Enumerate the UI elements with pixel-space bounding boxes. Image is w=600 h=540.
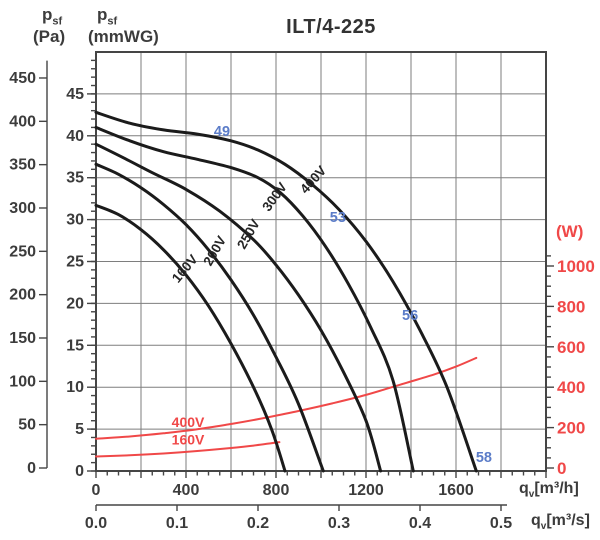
svg-text:350: 350 [9, 157, 36, 174]
svg-text:20: 20 [66, 295, 84, 312]
svg-text:200: 200 [557, 419, 585, 438]
svg-text:250: 250 [9, 243, 36, 260]
pressure-curve-400V [94, 110, 478, 473]
svg-text:1000: 1000 [557, 257, 595, 276]
svg-text:0: 0 [27, 460, 36, 477]
pressure-curve-200V [94, 162, 325, 473]
power-curve-label-160V: 160V [172, 432, 205, 448]
grid [96, 52, 546, 471]
svg-text:0.2: 0.2 [247, 515, 269, 532]
noise-label-58: 58 [476, 450, 492, 466]
svg-text:300: 300 [9, 200, 36, 217]
noise-label-49: 49 [214, 124, 230, 140]
pa-axis-label: psf (Pa) [33, 5, 66, 46]
svg-text:15: 15 [66, 337, 84, 354]
svg-text:45: 45 [66, 86, 84, 103]
svg-text:600: 600 [557, 338, 585, 357]
svg-text:0: 0 [557, 459, 566, 478]
flow-s-axis-label: qv[m³/s] [531, 512, 590, 533]
svg-text:800: 800 [557, 297, 585, 316]
svg-text:100: 100 [9, 373, 36, 390]
svg-text:30: 30 [66, 212, 84, 229]
svg-text:40: 40 [66, 128, 84, 145]
svg-text:450: 450 [9, 70, 36, 87]
svg-text:400: 400 [173, 482, 200, 499]
watt-axis-label: (W) [556, 222, 584, 241]
svg-text:0.0: 0.0 [85, 515, 107, 532]
noise-label-56: 56 [402, 308, 418, 324]
pressure-curve-300V [94, 125, 415, 473]
flow-s-axis: 0.0 0.1 0.2 0.3 0.4 0.5 [85, 504, 512, 532]
svg-text:0.3: 0.3 [328, 515, 350, 532]
pressure-curve-label-200V: 200V [200, 233, 229, 268]
svg-text:1200: 1200 [348, 482, 384, 499]
svg-text:0.4: 0.4 [409, 515, 431, 532]
svg-text:800: 800 [263, 482, 290, 499]
svg-text:35: 35 [66, 170, 84, 187]
flow-h-axis-label: qv[m³/h] [519, 480, 579, 501]
pa-axis: 0 50 100 150 200 250 300 350 400 450 [9, 60, 48, 477]
svg-text:0.1: 0.1 [166, 515, 188, 532]
power-curve-400V [95, 356, 478, 440]
flow-h-axis: 0 400 800 1200 1600 [92, 471, 547, 499]
svg-text:400: 400 [9, 113, 36, 130]
svg-text:50: 50 [18, 417, 36, 434]
pressure-curve-label-160V: 160V [169, 252, 201, 286]
watt-axis: 0 200 400 600 800 1000 [546, 255, 595, 478]
chart-title: ILT/4-225 [286, 16, 376, 38]
svg-text:25: 25 [66, 254, 84, 271]
svg-text:0: 0 [92, 482, 101, 499]
svg-text:400: 400 [557, 378, 585, 397]
mmwg-axis: 0 5 10 15 20 25 30 35 40 45 [66, 59, 96, 480]
svg-text:5: 5 [75, 421, 84, 438]
noise-label-53: 53 [330, 210, 346, 226]
svg-text:0: 0 [75, 463, 84, 480]
svg-text:0.5: 0.5 [490, 515, 512, 532]
pressure-curve-label-400V: 400V [297, 163, 329, 196]
svg-text:150: 150 [9, 330, 36, 347]
pressure-curve-160V [94, 203, 287, 473]
power-curve-160V [95, 441, 281, 458]
pressure-curve-250V [94, 142, 383, 473]
mmwg-axis-label: psf (mmWG) [88, 5, 159, 46]
svg-text:1600: 1600 [438, 482, 474, 499]
svg-text:200: 200 [9, 287, 36, 304]
svg-text:10: 10 [66, 379, 84, 396]
power-curve-label-400V: 400V [172, 414, 205, 430]
